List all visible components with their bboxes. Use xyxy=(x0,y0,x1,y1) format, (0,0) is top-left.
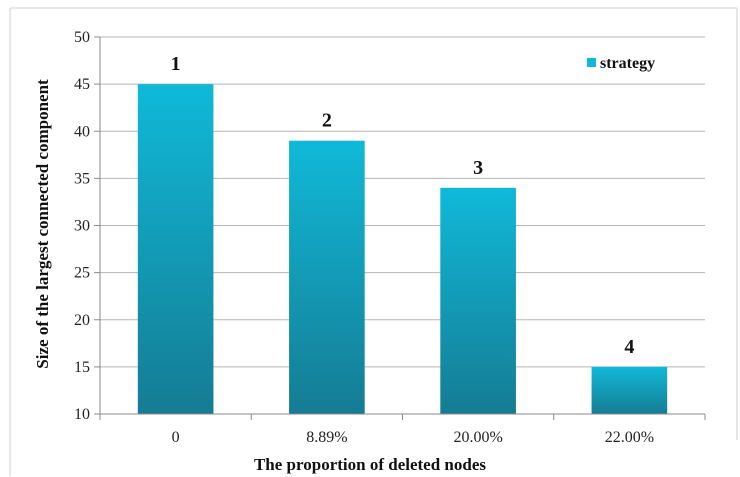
data-label-1: 1 xyxy=(171,53,181,75)
legend-swatch xyxy=(587,58,596,67)
y-tick-label: 15 xyxy=(74,359,90,376)
x-tick-label: 22.00% xyxy=(605,429,654,446)
y-tick-label: 30 xyxy=(74,218,90,235)
x-tick-label: 8.89% xyxy=(306,429,347,446)
x-tick-labels: 0 8.89% 20.00% 22.00% xyxy=(99,414,706,446)
y-tick-label: 25 xyxy=(74,265,90,282)
bar-2 xyxy=(289,140,365,415)
y-axis-title: Size of the largest connected component xyxy=(33,79,52,369)
bar-1 xyxy=(137,84,214,414)
data-label-3: 3 xyxy=(473,157,483,179)
x-tick-label: 0 xyxy=(172,429,180,446)
y-tick-label: 50 xyxy=(74,29,90,46)
y-tick-label: 35 xyxy=(74,170,90,187)
y-tick-label: 20 xyxy=(74,312,90,329)
x-tick-label: 20.00% xyxy=(453,429,502,446)
y-tick-labels: 10 15 20 25 30 35 40 45 50 xyxy=(74,29,100,423)
y-tick-label: 45 xyxy=(74,76,90,93)
data-labels: 1 2 3 4 xyxy=(171,53,635,358)
x-axis-title: The proportion of deleted nodes xyxy=(254,455,486,474)
data-label-4: 4 xyxy=(624,336,634,358)
bar-3 xyxy=(440,187,516,414)
bar-series xyxy=(137,84,668,415)
data-label-2: 2 xyxy=(322,110,332,132)
y-tick-label: 40 xyxy=(74,123,90,140)
y-tick-label: 10 xyxy=(74,406,90,423)
legend-entry: strategy xyxy=(600,55,655,72)
bar-4 xyxy=(591,366,668,414)
legend: strategy xyxy=(587,55,655,72)
